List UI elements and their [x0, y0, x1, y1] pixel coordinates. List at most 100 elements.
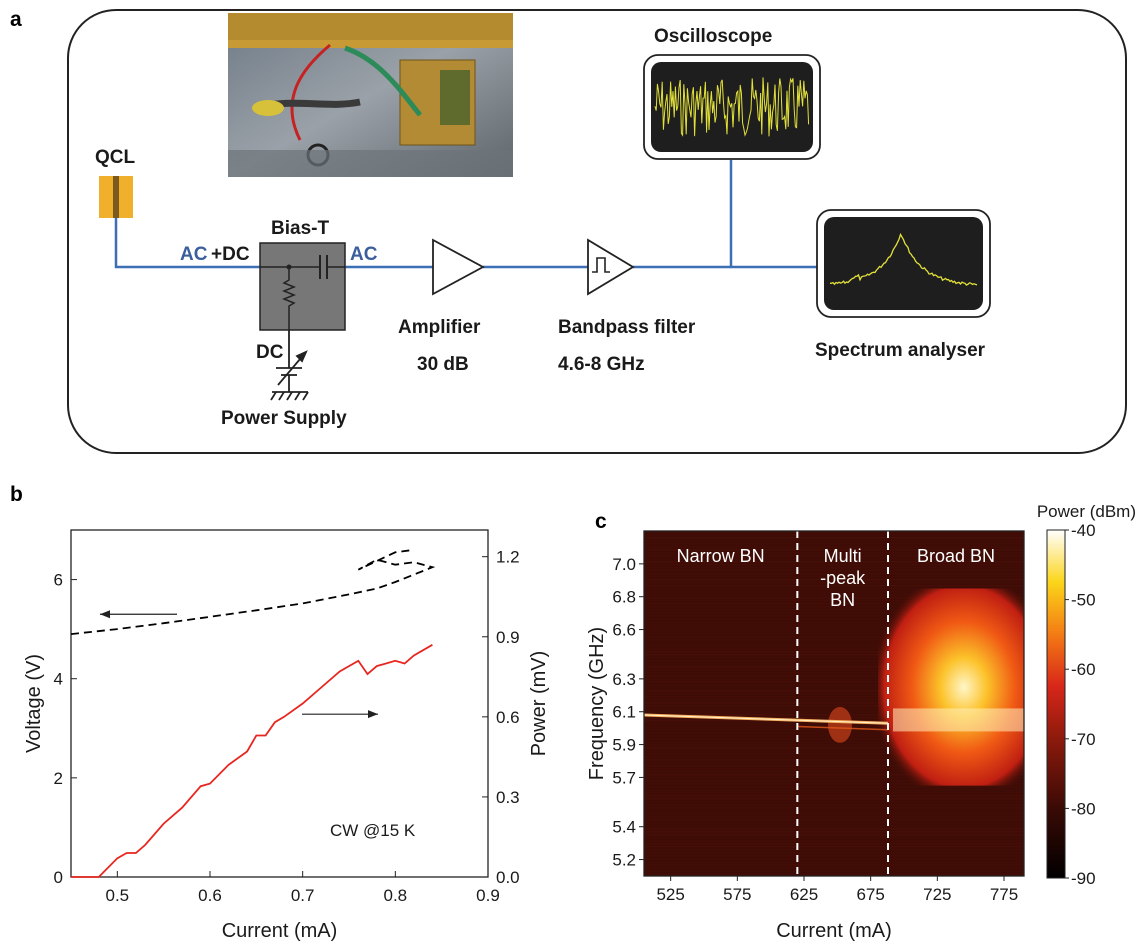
chart-c-streak — [644, 618, 1024, 620]
chart-c-streak — [644, 834, 1024, 836]
chart-c-streak — [644, 747, 1024, 749]
chart-c-ylabel: Frequency (GHz) — [586, 627, 608, 780]
chart-c-streak — [644, 621, 1024, 623]
chart-b-ylabel: Voltage (V) — [23, 654, 45, 753]
chart-b-voltage-line — [70, 548, 436, 635]
chart-c-streak — [644, 825, 1024, 827]
chart-c-streak — [644, 756, 1024, 758]
chart-c-colorbar-label: -80 — [1071, 799, 1096, 818]
chart-c-xtick-label: 525 — [656, 885, 684, 904]
chart-c-streak — [644, 534, 1024, 536]
chart-c-multipeak-blob — [828, 706, 852, 743]
chart-c-streak — [644, 567, 1024, 569]
chart-c-streak — [644, 654, 1024, 656]
chart-c-streak — [644, 543, 1024, 545]
panel-c-label: c — [595, 510, 607, 533]
chart-c-streak — [644, 537, 1024, 539]
chart-c-streak — [644, 705, 1024, 707]
chart-c-streak — [644, 540, 1024, 542]
chart-c-streak — [644, 663, 1024, 665]
spectrum-analyser-label: Spectrum analyser — [815, 340, 986, 361]
chart-c-streak — [644, 783, 1024, 785]
chart-b-arrowhead-right — [368, 710, 378, 719]
chart-c-streak — [644, 603, 1024, 605]
power-supply-symbol — [270, 330, 309, 401]
chart-c-streak — [644, 558, 1024, 560]
chart-c-streak — [644, 597, 1024, 599]
chart-c-streak — [644, 648, 1024, 650]
chart-c-streak — [644, 798, 1024, 800]
chart-c-streak — [644, 630, 1024, 632]
chart-c-streak — [644, 687, 1024, 689]
chart-c-streak — [644, 645, 1024, 647]
chart-c-region-label: -peak — [820, 568, 866, 588]
chart-b-ytick-label: 2 — [54, 769, 63, 788]
chart-c-heatmap-area — [644, 531, 1024, 876]
chart-c-streak — [644, 846, 1024, 848]
ac-output-label: AC — [350, 244, 378, 265]
chart-c-streak — [644, 594, 1024, 596]
chart-c-streak — [644, 570, 1024, 572]
chart-b-y2tick-label: 0.3 — [496, 788, 520, 807]
chart-c-streak — [644, 849, 1024, 851]
chart-c-streak — [644, 762, 1024, 764]
chart-c-streak — [644, 651, 1024, 653]
chart-c-colorbar-label: -40 — [1071, 521, 1096, 540]
chart-c-streak — [644, 672, 1024, 674]
chart-c-streak — [644, 684, 1024, 686]
chart-c-streak — [644, 858, 1024, 860]
chart-c-streak — [644, 549, 1024, 551]
chart-c-streak — [644, 837, 1024, 839]
chart-c-streak — [644, 576, 1024, 578]
chart-c-streak — [644, 588, 1024, 590]
chart-b-xtick-label: 0.6 — [198, 886, 222, 905]
chart-c-streak — [644, 870, 1024, 872]
chart-c-ytick-label: 7.0 — [612, 555, 636, 574]
chart-c-streak — [644, 678, 1024, 680]
chart-c-ytick-label: 5.2 — [612, 851, 636, 870]
amplifier-symbol — [432, 238, 485, 296]
chart-c-streak — [644, 744, 1024, 746]
bandpass-filter-symbol — [587, 238, 635, 296]
chart-c-colorbar — [1046, 529, 1066, 879]
chart-b-xtick-label: 0.7 — [291, 886, 315, 905]
chart-c-peak-line-core — [644, 714, 889, 724]
chart-b: 0.5 0.6 0.7 0.8 0.9 0 2 4 6 0.0 0.3 0.6 0.9 1.2 Curren… — [23, 529, 550, 942]
chart-c-colorbar-label: -50 — [1071, 591, 1096, 610]
chart-c-streak — [644, 864, 1024, 866]
chart-c-streak — [644, 615, 1024, 617]
chart-b-ytick-label: 0 — [54, 868, 63, 887]
chart-b-xtick-label: 0.5 — [106, 886, 130, 905]
chart-c-xtick-label: 625 — [790, 885, 818, 904]
chart-c-streak — [644, 675, 1024, 677]
spectrum-analyser-device — [816, 209, 991, 318]
chart-c-streak — [644, 852, 1024, 854]
chart-c-streak — [644, 867, 1024, 869]
panel-b-label: b — [10, 483, 23, 506]
chart-c-streak — [644, 555, 1024, 557]
chart-b-y2tick-label: 0.6 — [496, 708, 520, 727]
chart-c-streak — [644, 579, 1024, 581]
chart-c-streak — [644, 573, 1024, 575]
chart-c-streak — [644, 690, 1024, 692]
oscilloscope-trace — [654, 77, 810, 137]
chart-c-streak — [644, 804, 1024, 806]
chart-c-broad-core — [893, 708, 1024, 732]
chart-c-region-label: BN — [830, 590, 855, 610]
chart-c-region-label: Broad BN — [917, 546, 995, 566]
chart-c-streak — [644, 681, 1024, 683]
panel-a-label: a — [10, 8, 22, 31]
chart-c-streak — [644, 810, 1024, 812]
chart-c-streak — [644, 786, 1024, 788]
chart-c-streak — [644, 855, 1024, 857]
chart-b-y2tick-label: 0.9 — [496, 628, 520, 647]
chart-c-region-label: Multi — [824, 546, 862, 566]
chart-c-streak — [644, 546, 1024, 548]
chart-c-streak — [644, 777, 1024, 779]
chart-b-ytick-label: 6 — [54, 571, 63, 590]
chart-c-streak — [644, 636, 1024, 638]
bandpass-label: Bandpass filter — [558, 317, 696, 338]
chart-c-multipeak-sideband — [797, 725, 889, 731]
dc-label: DC — [256, 342, 284, 363]
chart-c-streak — [644, 768, 1024, 770]
